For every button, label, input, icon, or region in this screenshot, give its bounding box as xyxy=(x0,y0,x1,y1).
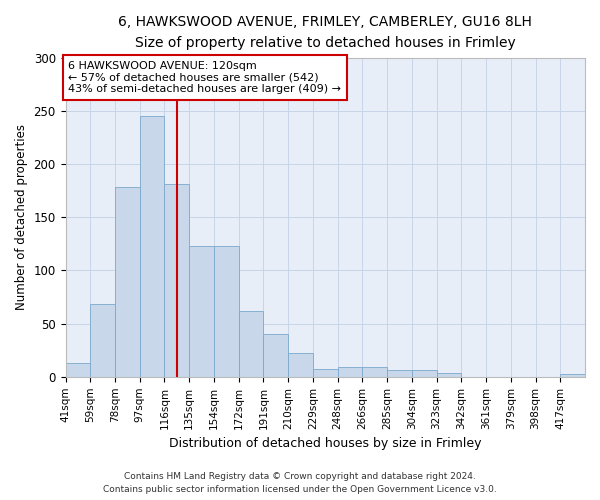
Bar xyxy=(263,334,288,377)
Bar xyxy=(65,363,90,377)
Text: Contains HM Land Registry data © Crown copyright and database right 2024.
Contai: Contains HM Land Registry data © Crown c… xyxy=(103,472,497,494)
Bar xyxy=(362,367,387,377)
Bar xyxy=(140,116,164,377)
Bar xyxy=(412,370,437,377)
Y-axis label: Number of detached properties: Number of detached properties xyxy=(15,124,28,310)
Bar xyxy=(164,184,189,377)
Bar xyxy=(560,374,585,377)
Bar xyxy=(437,372,461,377)
Bar xyxy=(387,370,412,377)
Bar xyxy=(115,188,140,377)
X-axis label: Distribution of detached houses by size in Frimley: Distribution of detached houses by size … xyxy=(169,437,482,450)
Title: 6, HAWKSWOOD AVENUE, FRIMLEY, CAMBERLEY, GU16 8LH
Size of property relative to d: 6, HAWKSWOOD AVENUE, FRIMLEY, CAMBERLEY,… xyxy=(118,15,532,50)
Bar xyxy=(338,367,362,377)
Bar xyxy=(239,311,263,377)
Bar xyxy=(90,304,115,377)
Bar xyxy=(189,246,214,377)
Bar xyxy=(313,370,338,377)
Bar xyxy=(214,246,239,377)
Text: 6 HAWKSWOOD AVENUE: 120sqm
← 57% of detached houses are smaller (542)
43% of sem: 6 HAWKSWOOD AVENUE: 120sqm ← 57% of deta… xyxy=(68,61,341,94)
Bar xyxy=(288,354,313,377)
